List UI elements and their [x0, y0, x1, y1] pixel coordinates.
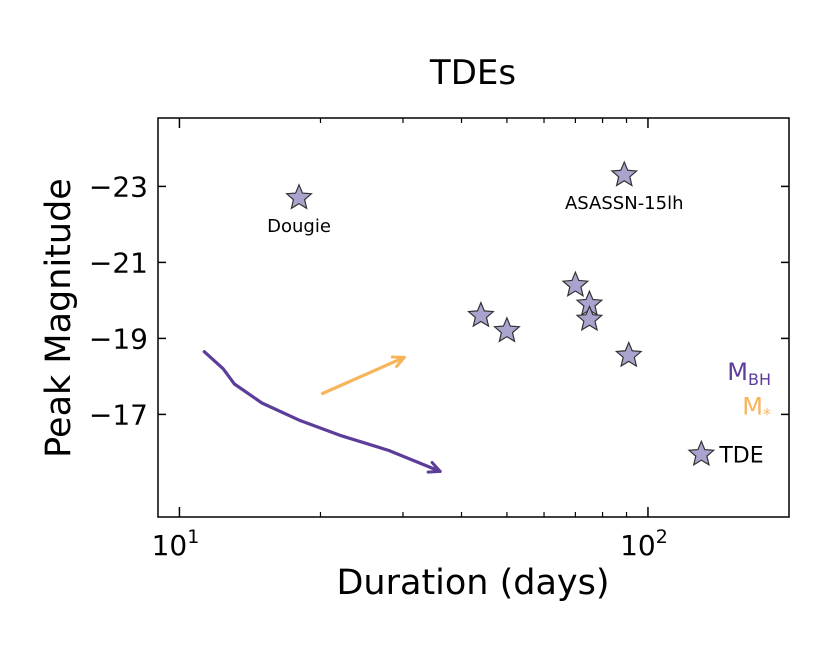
legend-entry-mstar: M* [742, 392, 771, 423]
track-m-arrowhead [390, 355, 406, 368]
y-tick-label: −23 [89, 170, 148, 203]
legend-star-icon [687, 439, 716, 467]
chart-title: TDEs [429, 53, 516, 93]
track-mbh-arrowhead [426, 461, 442, 474]
data-point-star [561, 270, 590, 297]
x-axis-label: Duration (days) [336, 563, 609, 603]
data-point-star [467, 301, 495, 328]
legend-entry-mbh: MBH [727, 358, 771, 389]
data-point-star [285, 183, 313, 210]
data-point-star [610, 160, 639, 187]
x-tick-label: 102 [620, 526, 668, 562]
plot-area: Dougie ASASSN-15lh [202, 160, 684, 474]
legend-entry-tde: TDE [718, 443, 763, 468]
y-tick-label: −19 [89, 322, 148, 355]
track-m-line [320, 355, 406, 396]
data-point-label: Dougie [267, 216, 331, 237]
y-axis-label: Peak Magnitude [39, 178, 79, 458]
data-point-star [493, 316, 521, 343]
axes: −23 −21 −19 −17 101 102 [89, 118, 789, 562]
data-point-label: ASASSN-15lh [565, 193, 684, 214]
data-point-star [614, 340, 643, 368]
y-tick-label: −21 [89, 246, 148, 279]
axes-frame [157, 117, 790, 518]
y-tick-label: −17 [89, 398, 148, 431]
track-mbh-line [202, 350, 442, 473]
data-point-star [575, 304, 604, 332]
x-tick-label: 101 [152, 526, 200, 562]
